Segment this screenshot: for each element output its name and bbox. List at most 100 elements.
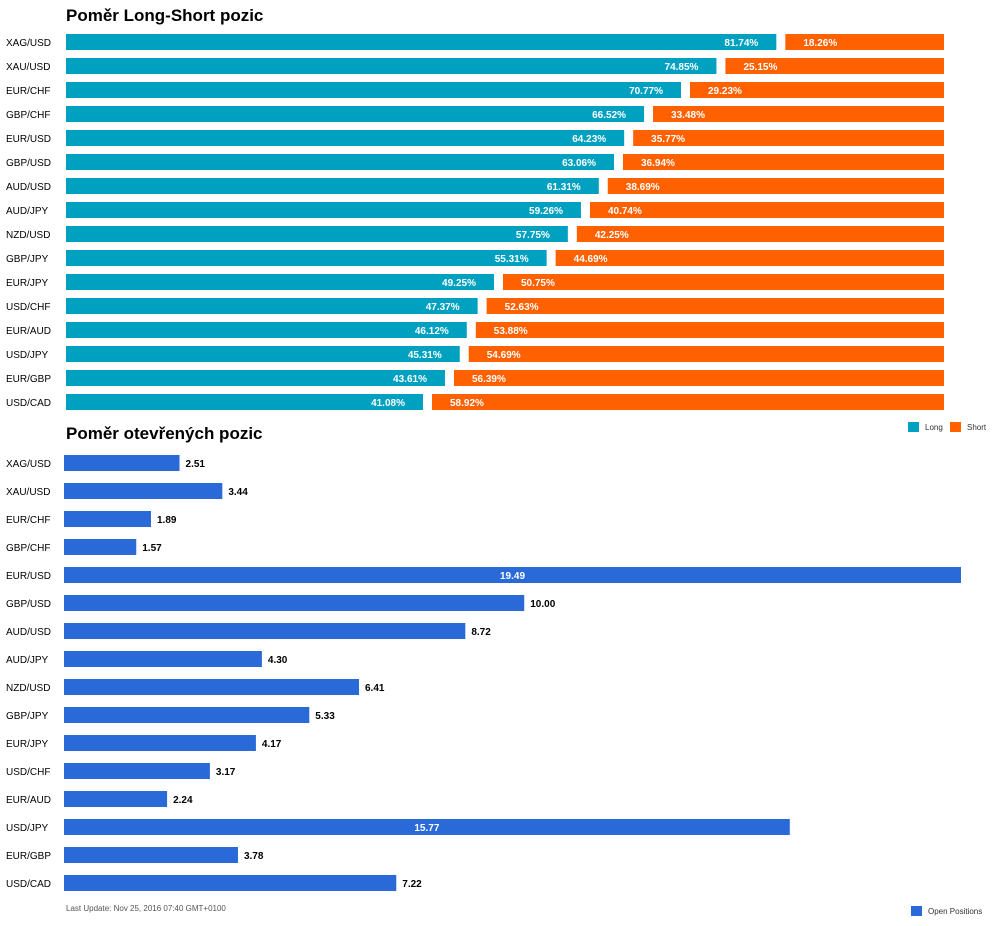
category-label: GBP/JPY [6, 711, 49, 722]
short-value-label: 44.69% [574, 254, 608, 265]
open-positions-value-label: 2.24 [173, 795, 193, 806]
long-bar [66, 346, 460, 362]
long-value-label: 47.37% [426, 302, 460, 313]
open-positions-value-label: 19.49 [500, 571, 525, 582]
category-label: GBP/JPY [6, 254, 49, 265]
category-label: USD/JPY [6, 350, 49, 361]
long-bar [66, 370, 445, 386]
open-positions-bar [64, 651, 262, 667]
short-bar [589, 202, 944, 218]
long-bar [66, 202, 581, 218]
legend-short-swatch [950, 422, 961, 432]
short-value-label: 56.39% [472, 374, 506, 385]
long-bar [66, 226, 568, 242]
long-value-label: 49.25% [442, 278, 476, 289]
open-positions-bar [64, 791, 168, 807]
long-value-label: 74.85% [665, 62, 699, 73]
category-label: GBP/USD [6, 158, 51, 169]
long-value-label: 41.08% [371, 398, 405, 409]
category-label: NZD/USD [6, 230, 50, 241]
short-value-label: 40.74% [608, 206, 642, 217]
long-value-label: 55.31% [495, 254, 529, 265]
open-positions-bar [64, 455, 180, 471]
legend-open-positions-swatch [911, 906, 922, 916]
open-positions-value-label: 3.17 [216, 767, 236, 778]
legend-long-swatch [908, 422, 919, 432]
short-bar [486, 298, 944, 314]
short-bar [468, 346, 944, 362]
short-value-label: 18.26% [803, 38, 837, 49]
category-label: AUD/JPY [6, 206, 49, 217]
open-positions-bar [64, 735, 256, 751]
category-label: AUD/USD [6, 182, 51, 193]
long-bar [66, 82, 681, 98]
short-value-label: 38.69% [626, 182, 660, 193]
long-value-label: 81.74% [724, 38, 758, 49]
category-label: GBP/CHF [6, 110, 50, 121]
category-label: XAU/USD [6, 487, 50, 498]
category-label: XAU/USD [6, 62, 50, 73]
long-value-label: 63.06% [562, 158, 596, 169]
category-label: EUR/AUD [6, 326, 51, 337]
short-bar [689, 82, 944, 98]
short-bar [453, 370, 944, 386]
open-positions-bar [64, 763, 210, 779]
short-value-label: 54.69% [487, 350, 521, 361]
open-positions-value-label: 4.17 [262, 739, 282, 750]
category-label: USD/CHF [6, 302, 50, 313]
legend-open-positions-label: Open Positions [928, 906, 983, 916]
open-positions-bar [64, 875, 397, 891]
long-value-label: 61.31% [547, 182, 581, 193]
long-bar [66, 178, 599, 194]
open-positions-value-label: 15.77 [414, 823, 439, 834]
short-value-label: 33.48% [671, 110, 705, 121]
long-value-label: 59.26% [529, 206, 563, 217]
short-bar [431, 394, 944, 410]
open-positions-value-label: 5.33 [315, 711, 335, 722]
open-positions-value-label: 10.00 [530, 599, 555, 610]
category-label: USD/CHF [6, 767, 50, 778]
short-bar [475, 322, 944, 338]
category-label: EUR/CHF [6, 515, 50, 526]
category-label: XAG/USD [6, 459, 51, 470]
long-value-label: 64.23% [572, 134, 606, 145]
category-label: GBP/CHF [6, 543, 50, 554]
open-positions-value-label: 6.41 [365, 683, 385, 694]
long-value-label: 57.75% [516, 230, 550, 241]
open-positions-bar [64, 623, 466, 639]
last-update-text: Last Update: Nov 25, 2016 07:40 GMT+0100 [66, 904, 226, 913]
category-label: EUR/GBP [6, 851, 51, 862]
legend-short-label: Short [967, 422, 987, 432]
short-value-label: 29.23% [708, 86, 742, 97]
long-bar [66, 130, 625, 146]
short-value-label: 36.94% [641, 158, 675, 169]
short-value-label: 35.77% [651, 134, 685, 145]
short-bar [633, 130, 944, 146]
short-bar [622, 154, 944, 170]
short-value-label: 25.15% [743, 62, 777, 73]
short-bar [785, 34, 944, 50]
open-positions-value-label: 2.51 [186, 459, 206, 470]
short-bar [725, 58, 944, 74]
category-label: EUR/JPY [6, 278, 49, 289]
short-value-label: 42.25% [595, 230, 629, 241]
open-positions-bar [64, 539, 137, 555]
category-label: EUR/USD [6, 571, 51, 582]
category-label: USD/JPY [6, 823, 49, 834]
short-bar [576, 226, 944, 242]
short-value-label: 52.63% [505, 302, 539, 313]
category-label: EUR/USD [6, 134, 51, 145]
open-positions-bar [64, 679, 360, 695]
chart2-title: Poměr otevřených pozic [66, 424, 263, 443]
long-bar [66, 250, 547, 266]
category-label: EUR/AUD [6, 795, 51, 806]
long-bar [66, 58, 717, 74]
open-positions-bar [64, 847, 238, 863]
long-value-label: 66.52% [592, 110, 626, 121]
open-positions-value-label: 1.57 [142, 543, 162, 554]
long-bar [66, 154, 614, 170]
long-value-label: 43.61% [393, 374, 427, 385]
long-value-label: 70.77% [629, 86, 663, 97]
long-value-label: 45.31% [408, 350, 442, 361]
